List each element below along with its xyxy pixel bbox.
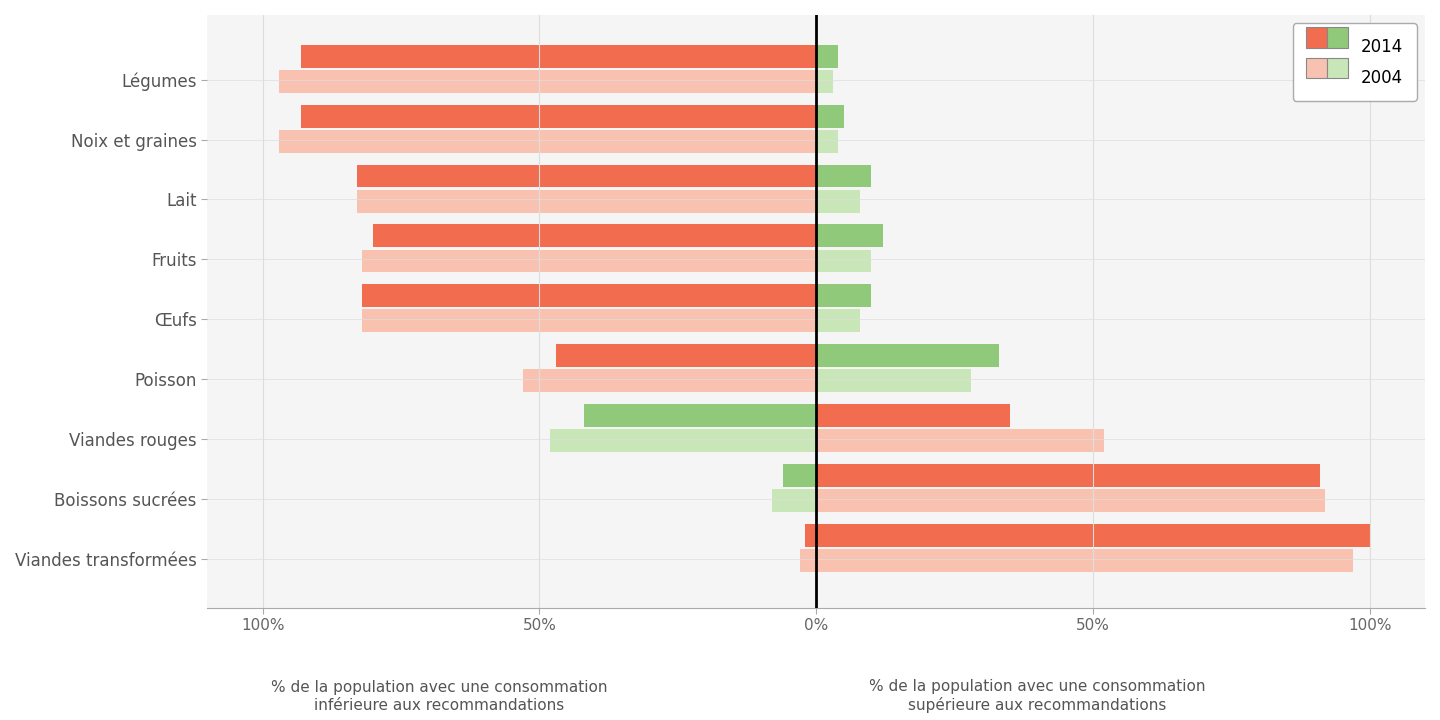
Bar (301, 105, 816, 127)
Bar (783, 464, 816, 487)
Bar (279, 70, 816, 93)
Text: % de la population avec une consommation
supérieure aux recommandations: % de la population avec une consommation… (868, 679, 1205, 713)
Bar (816, 310, 861, 332)
Bar (816, 165, 871, 187)
Bar (816, 105, 844, 127)
Bar (816, 284, 871, 307)
Bar (816, 549, 1354, 572)
Bar (301, 45, 816, 68)
Bar (583, 404, 816, 427)
Bar (556, 344, 816, 367)
Bar (357, 165, 816, 187)
Bar (805, 523, 816, 546)
Bar (816, 464, 1320, 487)
Bar (816, 404, 1009, 427)
Text: % de la population avec une consommation
inférieure aux recommandations: % de la population avec une consommation… (271, 680, 608, 713)
Bar (363, 310, 816, 332)
Bar (816, 429, 1104, 452)
Bar (363, 250, 816, 272)
Legend: 2014, 2004: 2014, 2004 (1293, 23, 1417, 101)
Bar (816, 344, 999, 367)
Bar (816, 70, 832, 93)
Bar (816, 250, 871, 272)
Bar (816, 523, 1369, 546)
Bar (373, 225, 816, 247)
Bar (816, 489, 1325, 512)
Bar (816, 190, 861, 212)
Bar (816, 45, 838, 68)
Bar (279, 130, 816, 153)
Bar (772, 489, 816, 512)
Bar (357, 190, 816, 212)
Bar (816, 225, 883, 247)
Bar (523, 369, 816, 392)
Bar (799, 549, 816, 572)
Bar (363, 284, 816, 307)
Bar (816, 130, 838, 153)
Bar (550, 429, 816, 452)
Bar (816, 369, 971, 392)
